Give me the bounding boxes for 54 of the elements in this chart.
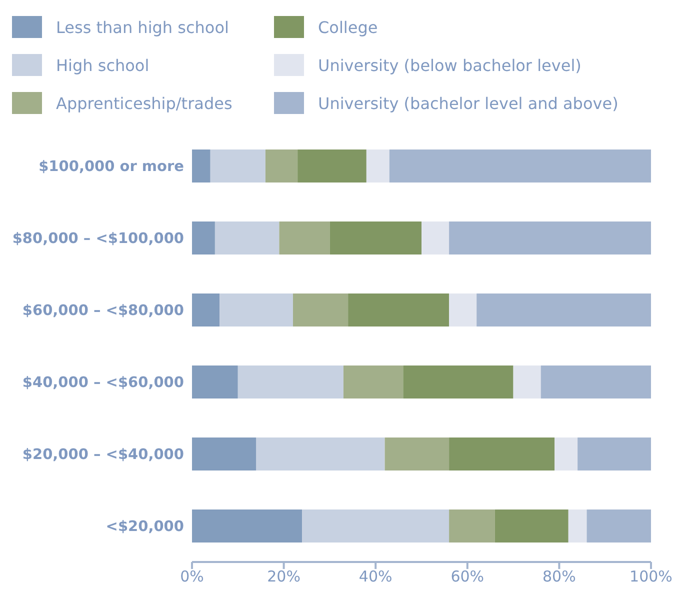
bar — [192, 437, 256, 470]
bar — [366, 149, 390, 182]
bar — [279, 221, 330, 254]
bar — [476, 293, 651, 326]
x-tick-label: 80% — [542, 568, 576, 586]
bar — [384, 437, 450, 470]
bar — [220, 293, 293, 326]
bar — [403, 365, 514, 398]
bar — [389, 149, 651, 182]
bar — [214, 221, 280, 254]
bar — [302, 509, 450, 542]
legend-label: High school — [56, 56, 150, 74]
legend-label: College — [318, 18, 378, 36]
y-tick-label: <$20,000 — [106, 519, 184, 536]
bar — [554, 437, 578, 470]
y-tick-label: $80,000 – <$100,000 — [12, 231, 184, 248]
bar — [343, 365, 404, 398]
legend-label: Less than high school — [56, 18, 229, 36]
bar — [449, 221, 651, 254]
bar — [449, 509, 495, 542]
y-tick-label: $60,000 – <$80,000 — [22, 303, 184, 320]
bar — [586, 509, 651, 542]
x-tick-label: 0% — [180, 568, 204, 586]
legend-label: University (bachelor level and above) — [318, 94, 618, 112]
bar — [192, 149, 210, 182]
bar — [494, 509, 568, 542]
y-tick-label: $100,000 or more — [38, 159, 184, 176]
y-tick-label: $40,000 – <$60,000 — [22, 375, 184, 392]
bar — [568, 509, 587, 542]
bar — [540, 365, 651, 398]
bar — [192, 221, 215, 254]
bar — [192, 293, 220, 326]
bar — [422, 221, 450, 254]
bar — [348, 293, 450, 326]
bar — [578, 437, 651, 470]
bar — [292, 293, 348, 326]
legend-label: Apprenticeship/trades — [56, 94, 232, 112]
bar — [449, 293, 477, 326]
legend-label: University (below bachelor level) — [318, 56, 582, 74]
bar — [256, 437, 385, 470]
bar — [265, 149, 298, 182]
x-tick-label: 60% — [450, 568, 484, 586]
bar — [192, 365, 238, 398]
x-tick-label: 100% — [630, 568, 672, 586]
y-tick-label: $20,000 – <$40,000 — [22, 447, 184, 464]
bar — [449, 437, 555, 470]
bar — [210, 149, 266, 182]
x-tick-label: 20% — [267, 568, 300, 586]
bar — [238, 365, 344, 398]
bar — [330, 221, 422, 254]
bar — [513, 365, 541, 398]
x-tick-label: 40% — [358, 568, 392, 586]
bar — [298, 149, 366, 182]
bar — [192, 509, 302, 542]
